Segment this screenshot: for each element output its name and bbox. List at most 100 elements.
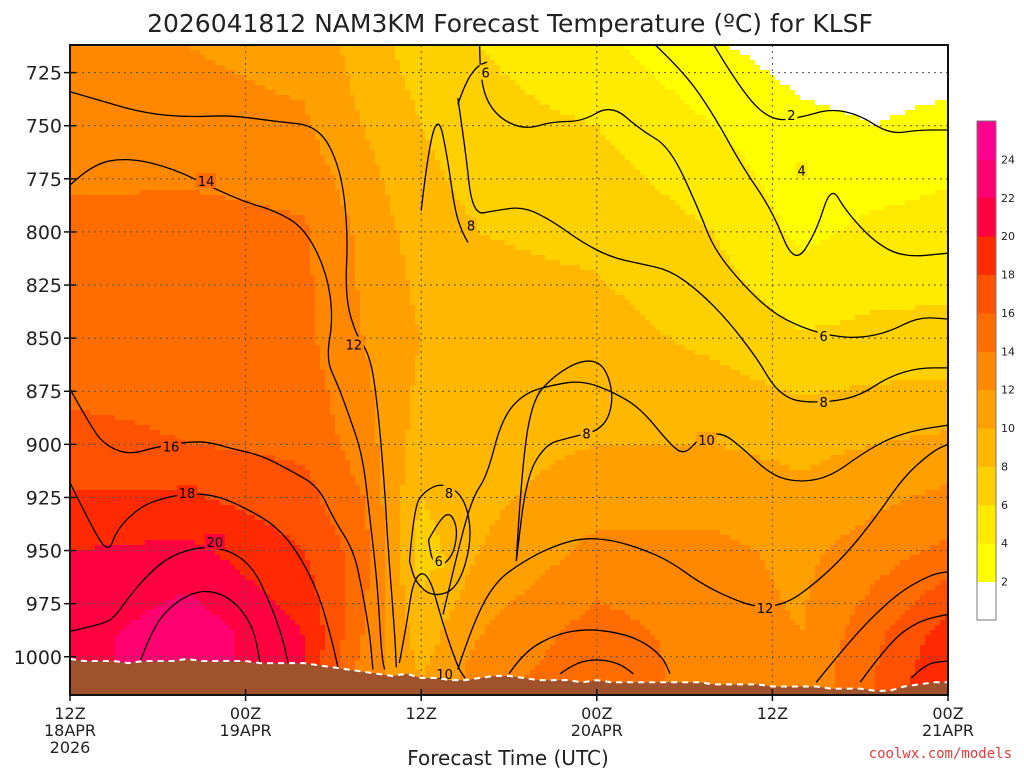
field-cell [220, 610, 226, 616]
field-cell [120, 275, 126, 281]
field-cell [80, 50, 86, 56]
field-cell [160, 320, 166, 326]
field-cell [155, 200, 161, 206]
field-cell [85, 285, 91, 291]
field-cell [170, 250, 176, 256]
field-cell [130, 285, 136, 291]
field-cell [140, 80, 146, 86]
field-cell [210, 450, 216, 456]
field-cell [250, 425, 256, 431]
field-cell [75, 190, 81, 196]
field-cell [105, 130, 111, 136]
field-cell [75, 255, 81, 261]
field-cell [220, 260, 226, 266]
field-cell [220, 130, 226, 136]
field-cell [145, 210, 151, 216]
field-cell [155, 410, 161, 416]
field-cell [205, 385, 211, 391]
field-cell [125, 60, 131, 66]
field-cell [185, 205, 191, 211]
field-cell [215, 575, 221, 581]
field-cell [200, 315, 206, 321]
field-cell [235, 480, 241, 486]
field-cell [185, 600, 191, 606]
field-cell [245, 100, 251, 106]
field-cell [250, 150, 256, 156]
field-cell [85, 145, 91, 151]
field-cell [200, 500, 206, 506]
field-cell [195, 275, 201, 281]
field-cell [235, 540, 241, 546]
field-cell [260, 235, 266, 241]
field-cell [150, 545, 156, 551]
field-cell [255, 225, 261, 231]
field-cell [185, 55, 191, 61]
field-cell [185, 305, 191, 311]
field-cell [80, 595, 86, 601]
field-cell [155, 85, 161, 91]
field-cell [130, 260, 136, 266]
field-cell [180, 140, 186, 146]
field-cell [205, 280, 211, 286]
field-cell [180, 650, 186, 656]
field-cell [110, 200, 116, 206]
field-cell [255, 330, 261, 336]
field-cell [235, 385, 241, 391]
field-cell [170, 360, 176, 366]
field-cell [90, 100, 96, 106]
field-cell [130, 55, 136, 61]
field-cell [255, 195, 261, 201]
field-cell [220, 455, 226, 461]
field-cell [240, 45, 246, 51]
field-cell [100, 555, 106, 561]
field-cell [75, 330, 81, 336]
field-cell [90, 80, 96, 86]
field-cell [110, 50, 116, 56]
field-cell [155, 650, 161, 656]
field-cell [180, 345, 186, 351]
field-cell [185, 165, 191, 171]
field-cell [255, 130, 261, 136]
field-cell [175, 140, 181, 146]
field-cell [250, 440, 256, 446]
field-cell [105, 170, 111, 176]
field-cell [90, 490, 96, 496]
field-cell [120, 70, 126, 76]
field-cell [245, 640, 251, 646]
field-cell [75, 480, 81, 486]
field-cell [170, 125, 176, 131]
field-cell [235, 485, 241, 491]
field-cell [80, 645, 86, 651]
field-cell [75, 395, 81, 401]
field-cell [250, 75, 256, 81]
field-cell [255, 105, 261, 111]
field-cell [195, 170, 201, 176]
field-cell [125, 200, 131, 206]
field-cell [195, 360, 201, 366]
field-cell [120, 225, 126, 231]
field-cell [90, 655, 96, 661]
field-cell [95, 75, 101, 81]
field-cell [110, 500, 116, 506]
field-cell [190, 655, 196, 661]
field-cell [95, 595, 101, 601]
field-cell [225, 280, 231, 286]
field-cell [120, 280, 126, 286]
field-cell [105, 525, 111, 531]
field-cell [135, 510, 141, 516]
field-cell [205, 145, 211, 151]
field-cell [250, 300, 256, 306]
field-cell [205, 60, 211, 66]
field-cell [150, 260, 156, 266]
field-cell [120, 240, 126, 246]
field-cell [160, 275, 166, 281]
field-cell [220, 225, 226, 231]
field-cell [125, 325, 131, 331]
field-cell [255, 430, 261, 436]
field-cell [215, 205, 221, 211]
field-cell [105, 400, 111, 406]
field-cell [105, 430, 111, 436]
field-cell [155, 610, 161, 616]
field-cell [230, 225, 236, 231]
field-cell [170, 405, 176, 411]
